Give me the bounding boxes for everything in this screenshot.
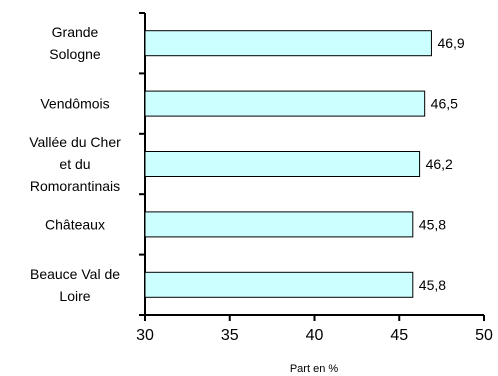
bar: [144, 211, 414, 238]
category-label: Vallée du Cher et du Romorantinais: [29, 134, 121, 194]
data-label: 45,8: [419, 277, 446, 293]
value-labels: 46,9 46,5 46,2 45,8 45,8: [419, 35, 465, 293]
x-tick-label: 35: [221, 327, 239, 344]
category-labels: Grande Sologne Vendômois Vallée du Cher et d…: [29, 24, 121, 304]
bar: [144, 271, 414, 298]
data-label: 46,2: [426, 156, 453, 172]
category-label: Châteaux: [45, 216, 105, 232]
category-label: Vendômois: [40, 96, 109, 112]
x-tick-label: 30: [136, 327, 154, 344]
data-label: 46,5: [431, 96, 458, 112]
data-label: 45,8: [419, 216, 446, 232]
category-label: Beauce Val de Loire: [30, 266, 120, 304]
data-label: 46,9: [437, 35, 464, 51]
bar: [144, 151, 421, 177]
x-tick-label: 40: [306, 327, 324, 344]
x-tick-label: 45: [390, 327, 408, 344]
bar: [144, 30, 432, 57]
category-label: Grande Sologne: [49, 24, 101, 62]
x-tick-label: 50: [475, 327, 493, 344]
x-axis-title: Part en %: [290, 363, 339, 375]
category-axis: [139, 12, 146, 316]
bars: [144, 30, 432, 298]
bar: [144, 90, 426, 117]
x-axis: 30 35 40 45 50: [136, 314, 493, 344]
